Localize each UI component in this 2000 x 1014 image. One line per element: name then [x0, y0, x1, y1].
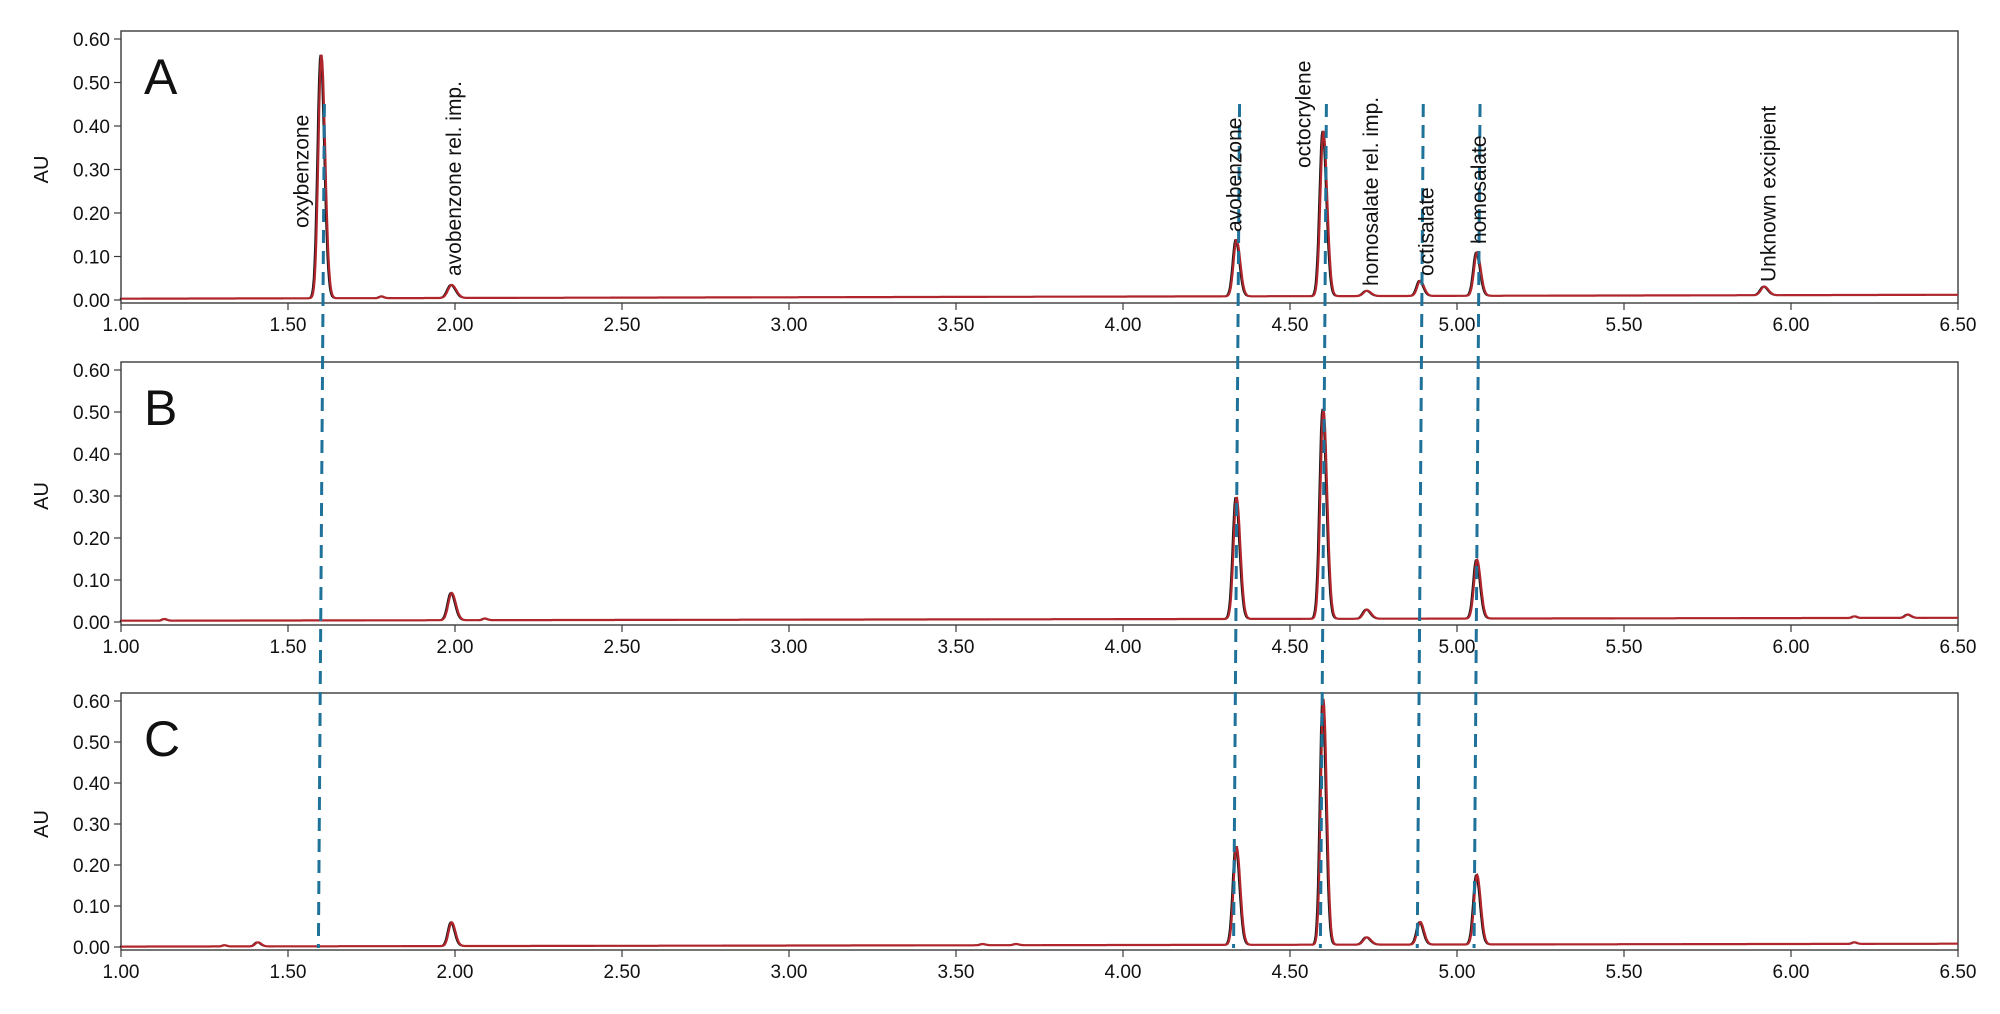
peak-label: octocrylene — [1292, 61, 1315, 168]
x-tick-label: 4.00 — [1105, 637, 1142, 658]
y-tick-label: 0.60 — [73, 30, 110, 51]
y-tick-label: 0.00 — [73, 938, 110, 959]
chromatogram-trace-base — [119, 408, 1957, 622]
x-tick-label: 4.50 — [1272, 637, 1309, 658]
y-tick-label: 0.30 — [73, 487, 110, 508]
y-tick-label: 0.20 — [73, 529, 110, 550]
y-tick-label: 0.40 — [73, 774, 110, 795]
retention-guide-line — [1318, 103, 1328, 949]
y-tick-label: 0.20 — [73, 856, 110, 877]
y-tick-label: 0.50 — [73, 74, 110, 95]
peak-labels: oxybenzone avobenzone rel. imp. avobenzone… — [290, 61, 1780, 286]
y-tick-label: 0.50 — [73, 403, 110, 424]
chromatogram-panel: 1.00 1.50 2.00 2.50 3.00 3.50 4.00 4.50 5.00 5.50… — [31, 30, 1976, 336]
x-tick-label: 5.50 — [1606, 315, 1643, 336]
y-tick-label: 0.60 — [73, 361, 110, 382]
plot-frame — [120, 692, 1959, 951]
peak-label: avobenzone rel. imp. — [443, 81, 466, 276]
y-tick-label: 0.40 — [73, 445, 110, 466]
x-tick-label: 3.00 — [771, 962, 808, 983]
peak-label: oxybenzone — [290, 115, 313, 228]
y-tick-label: 0.50 — [73, 733, 110, 754]
x-tick-label: 2.00 — [437, 637, 474, 658]
y-tick-label: 0.00 — [73, 613, 110, 634]
y-tick-label: 0.20 — [73, 204, 110, 225]
y-tick-label: 0.30 — [73, 815, 110, 836]
panel-label: C — [144, 711, 180, 767]
y-tick-label: 0.10 — [73, 897, 110, 918]
retention-guide-line — [1415, 103, 1425, 949]
chromatogram-trace — [121, 54, 1958, 300]
peak-label: homosalate rel. imp. — [1360, 97, 1383, 286]
plot-frame — [120, 30, 1959, 304]
x-tick-label: 3.50 — [938, 962, 975, 983]
x-tick-label: 3.00 — [771, 315, 808, 336]
x-tick-label: 5.00 — [1439, 637, 1476, 658]
y-tick-label: 0.30 — [73, 161, 110, 182]
peak-label: homosalate — [1468, 135, 1491, 244]
x-tick-label: 5.50 — [1606, 962, 1643, 983]
x-tick-label: 3.00 — [771, 637, 808, 658]
x-tick-label: 1.00 — [103, 637, 140, 658]
peak-label: avobenzone — [1224, 118, 1247, 232]
chromatogram-trace-base — [119, 54, 1957, 300]
x-tick-label: 6.00 — [1773, 962, 1810, 983]
x-tick-label: 1.00 — [103, 962, 140, 983]
y-tick-label: 0.40 — [73, 117, 110, 138]
x-tick-label: 6.50 — [1940, 315, 1977, 336]
x-tick-label: 1.50 — [270, 315, 307, 336]
x-tick-label: 3.50 — [938, 315, 975, 336]
x-tick-label: 6.50 — [1940, 637, 1977, 658]
retention-guide-line — [1232, 103, 1242, 949]
chromatogram-panel: 1.00 1.50 2.00 2.50 3.00 3.50 4.00 4.50 5.00 5.50… — [31, 361, 1976, 658]
y-axis-label: AU — [31, 810, 53, 838]
y-tick-label: 0.10 — [73, 248, 110, 269]
chromatogram-panel: 1.00 1.50 2.00 2.50 3.00 3.50 4.00 4.50 5.00 5.50… — [31, 692, 1976, 983]
chromatogram-panels: 1.00 1.50 2.00 2.50 3.00 3.50 4.00 4.50 5.00 5.50… — [31, 30, 1976, 983]
chromatogram-trace-base — [119, 698, 1957, 948]
retention-guide-line — [1472, 103, 1482, 949]
chromatogram-trace — [121, 698, 1958, 948]
x-tick-label: 2.50 — [604, 637, 641, 658]
retention-guide-line — [316, 103, 326, 949]
x-tick-label: 4.50 — [1272, 962, 1309, 983]
y-axis-label: AU — [31, 156, 53, 184]
x-tick-label: 5.50 — [1606, 637, 1643, 658]
y-tick-label: 0.00 — [73, 291, 110, 312]
x-tick-label: 4.00 — [1105, 962, 1142, 983]
retention-guide-lines — [316, 103, 1482, 949]
peak-label: octisalate — [1415, 187, 1438, 276]
peak-label: Unknown excipient — [1757, 106, 1780, 282]
plot-frame — [120, 361, 1959, 626]
x-tick-label: 1.00 — [103, 315, 140, 336]
x-tick-label: 6.00 — [1773, 315, 1810, 336]
chromatogram-trace — [121, 408, 1958, 622]
x-tick-label: 6.50 — [1940, 962, 1977, 983]
x-tick-label: 2.50 — [604, 962, 641, 983]
y-axis-label: AU — [31, 482, 53, 510]
y-tick-label: 0.60 — [73, 692, 110, 713]
y-tick-label: 0.10 — [73, 571, 110, 592]
x-tick-label: 4.50 — [1272, 315, 1309, 336]
x-tick-label: 2.50 — [604, 315, 641, 336]
panel-label: A — [144, 49, 178, 105]
x-tick-label: 2.00 — [437, 315, 474, 336]
x-tick-label: 5.00 — [1439, 962, 1476, 983]
x-tick-label: 5.00 — [1439, 315, 1476, 336]
x-tick-label: 1.50 — [270, 962, 307, 983]
x-tick-label: 6.00 — [1773, 637, 1810, 658]
panel-label: B — [144, 380, 177, 436]
x-tick-label: 1.50 — [270, 637, 307, 658]
x-tick-label: 4.00 — [1105, 315, 1142, 336]
x-tick-label: 3.50 — [938, 637, 975, 658]
x-tick-label: 2.00 — [437, 962, 474, 983]
